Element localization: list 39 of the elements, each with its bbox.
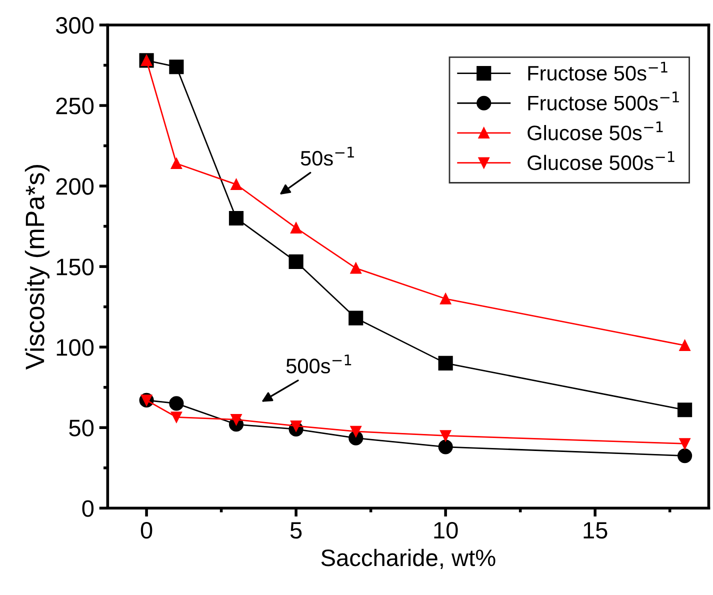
- x-axis-title: Saccharide, wt%: [321, 548, 496, 570]
- y-tick-label: 100: [56, 339, 94, 356]
- point: [679, 438, 690, 450]
- point: [678, 448, 692, 464]
- point: [438, 356, 453, 370]
- y-tick-label: 150: [56, 258, 94, 276]
- point: [350, 426, 362, 438]
- point: [290, 420, 302, 432]
- x-tick-label: 5: [290, 522, 302, 539]
- legend-label: Fructose 50s$^{−1}$: [528, 62, 668, 81]
- point: [288, 254, 304, 270]
- legend-label: Glucose 500s$^{−1}$: [528, 151, 674, 170]
- x-tick-label: 0: [140, 522, 152, 539]
- point: [440, 430, 452, 442]
- point: [438, 440, 453, 454]
- point: [290, 222, 302, 234]
- point: [170, 412, 182, 423]
- y-tick-label: 0: [82, 500, 94, 517]
- annotation: 50s$^{−1}$: [300, 146, 354, 166]
- y-tick-label: 300: [56, 17, 94, 34]
- point: [678, 402, 692, 418]
- legend-label: Fructose 500s$^{−1}$: [528, 92, 679, 110]
- point: [169, 396, 184, 411]
- point: [169, 60, 184, 74]
- y-tick-label: 50: [69, 420, 94, 436]
- legend-label: Glucose 50s$^{−1}$: [528, 122, 663, 140]
- point: [679, 340, 690, 352]
- point: [228, 210, 244, 226]
- point: [348, 310, 364, 326]
- annotation: 500s$^{−1}$: [286, 354, 352, 374]
- point: [170, 158, 182, 170]
- x-tick-label: 15: [584, 522, 608, 539]
- point: [440, 293, 452, 304]
- point: [350, 262, 362, 274]
- y-tick-label: 200: [56, 178, 94, 195]
- y-tick-label: 250: [56, 98, 94, 114]
- point: [230, 178, 242, 190]
- x-tick-label: 10: [434, 522, 458, 539]
- y-axis-title: Viscosity (mPa*s): [24, 165, 50, 370]
